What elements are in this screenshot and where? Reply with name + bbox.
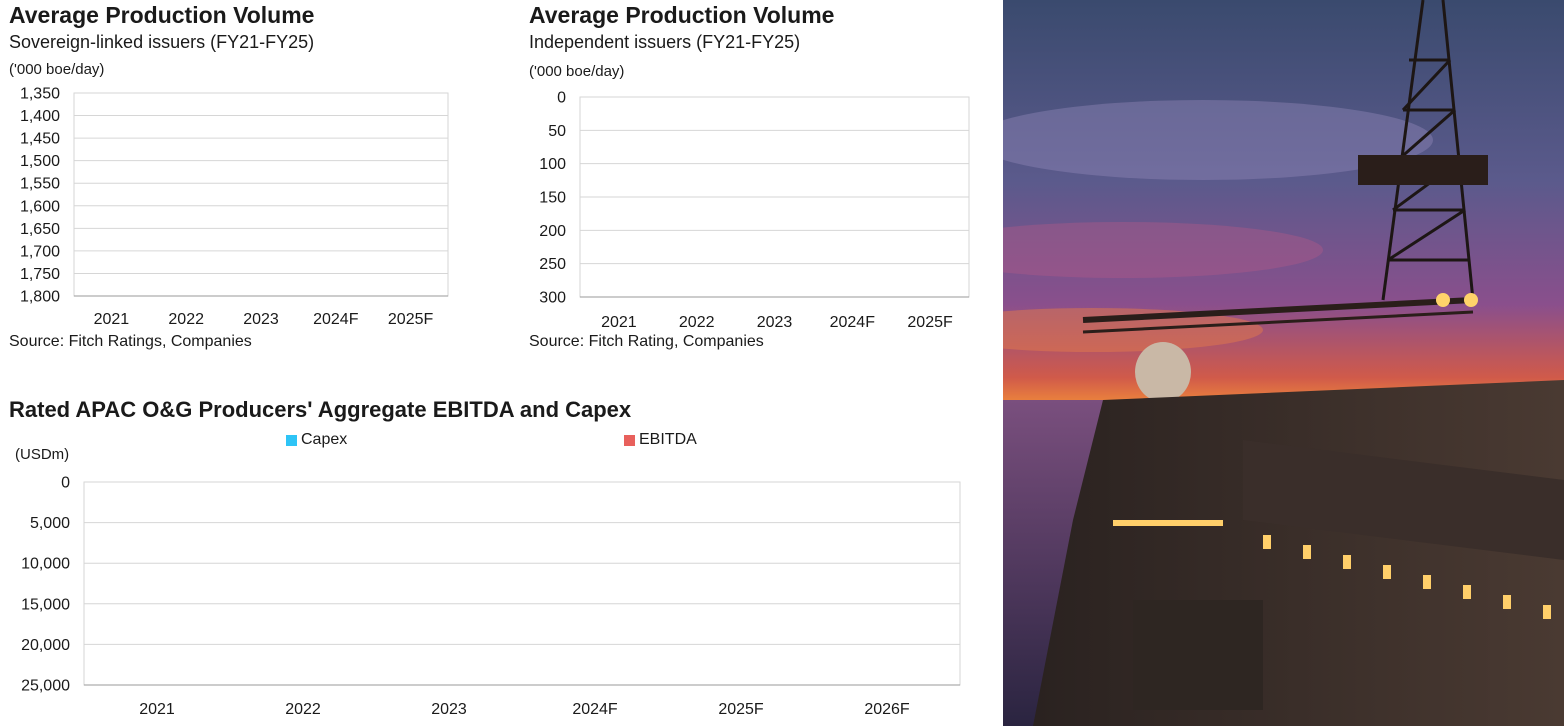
left-chart-plot-frame xyxy=(73,92,449,297)
bottom-chart-ytick-label: 10,000 xyxy=(21,556,70,573)
chart-bottom-title: Rated APAC O&G Producers' Aggregate EBIT… xyxy=(9,397,632,422)
right-chart-xtick-label: 2021 xyxy=(601,314,637,331)
left-chart-xtick-label: 2022 xyxy=(168,311,204,328)
chart-left-subtitle: Sovereign-linked issuers (FY21-FY25) xyxy=(9,32,315,52)
bottom-chart-xtick-label: 2023 xyxy=(431,701,467,718)
bottom-chart-ytick-label: 0 xyxy=(61,475,70,492)
chart-left-unit: ('000 boe/day) xyxy=(9,61,105,78)
right-chart-xtick-label: 2023 xyxy=(757,314,793,331)
bottom-chart-ytick-label: 20,000 xyxy=(21,637,70,654)
chart-bottom-ebitda-capex: 0 5,000 10,000 15,000 20,000 25,000 2021 2022 20… xyxy=(21,475,961,718)
bottom-chart-plot-frame xyxy=(83,481,961,686)
chart-right-title: Average Production Volume xyxy=(529,2,835,28)
bottom-chart-xtick-label: 2026F xyxy=(864,701,910,718)
right-chart-xtick-label: 2022 xyxy=(679,314,715,331)
right-chart-xtick-label: 2025F xyxy=(907,314,953,331)
left-chart-ytick-label: 1,650 xyxy=(20,221,60,238)
right-chart-ytick-label: 150 xyxy=(539,190,566,207)
legend-capex-label: Capex xyxy=(301,431,348,448)
legend-capex-swatch xyxy=(286,434,297,446)
bottom-chart-xtick-label: 2025F xyxy=(718,701,764,718)
left-chart-ytick-label: 1,400 xyxy=(20,108,60,125)
left-chart-ytick-label: 1,600 xyxy=(20,198,60,215)
bottom-chart-xtick-label: 2021 xyxy=(139,701,175,718)
left-chart-xtick-label: 2021 xyxy=(94,311,130,328)
bottom-chart-xtick-label: 2022 xyxy=(285,701,321,718)
left-chart-ytick-label: 1,500 xyxy=(20,153,60,170)
left-chart-ytick-label: 1,800 xyxy=(20,289,60,306)
right-chart-ytick-label: 200 xyxy=(539,223,566,240)
bottom-chart-ytick-label: 5,000 xyxy=(30,515,70,532)
left-chart-xtick-label: 2023 xyxy=(243,311,279,328)
left-chart-ytick-label: 1,550 xyxy=(20,176,60,193)
legend-ebitda-swatch xyxy=(624,434,635,446)
left-chart-ytick-label: 1,350 xyxy=(20,86,60,103)
chart-right-subtitle: Independent issuers (FY21-FY25) xyxy=(529,32,801,52)
right-chart-ytick-label: 0 xyxy=(557,90,566,107)
right-chart-ytick-label: 250 xyxy=(539,256,566,273)
left-chart-xtick-label: 2024F xyxy=(313,311,359,328)
left-chart-ytick-label: 1,700 xyxy=(20,243,60,260)
right-chart-ytick-label: 100 xyxy=(539,156,566,173)
legend-ebitda: EBITDA xyxy=(624,431,697,449)
chart-left-sovereign-volume: 1,350 1,400 1,450 1,500 1,550 1,600 1,650 1,700… xyxy=(20,86,449,328)
right-chart-ytick-label: 50 xyxy=(548,123,566,140)
legend-ebitda-label: EBITDA xyxy=(639,431,697,448)
chart-right-unit: ('000 boe/day) xyxy=(529,63,625,80)
chart-left-source: Source: Fitch Ratings, Companies xyxy=(9,333,252,350)
right-chart-xtick-label: 2024F xyxy=(830,314,876,331)
chart-right-source: Source: Fitch Rating, Companies xyxy=(529,333,764,350)
left-chart-ytick-label: 1,450 xyxy=(20,131,60,148)
legend-capex: Capex xyxy=(286,431,347,449)
chart-bottom-unit: (USDm) xyxy=(15,446,70,463)
left-chart-ytick-label: 1,750 xyxy=(20,266,60,283)
chart-left-title: Average Production Volume xyxy=(9,2,315,28)
right-chart-ytick-label: 300 xyxy=(539,290,566,307)
chart-right-independent-volume: 0 50 100 150 200 250 300 2021 2022 2023 2024F 2025F xyxy=(539,90,970,331)
bottom-chart-ytick-label: 25,000 xyxy=(21,678,70,695)
left-chart-xtick-label: 2025F xyxy=(388,311,434,328)
bottom-chart-xtick-label: 2024F xyxy=(572,701,618,718)
offshore-oil-rig-sunset-photo xyxy=(1003,0,1564,726)
bottom-chart-ytick-label: 15,000 xyxy=(21,596,70,613)
